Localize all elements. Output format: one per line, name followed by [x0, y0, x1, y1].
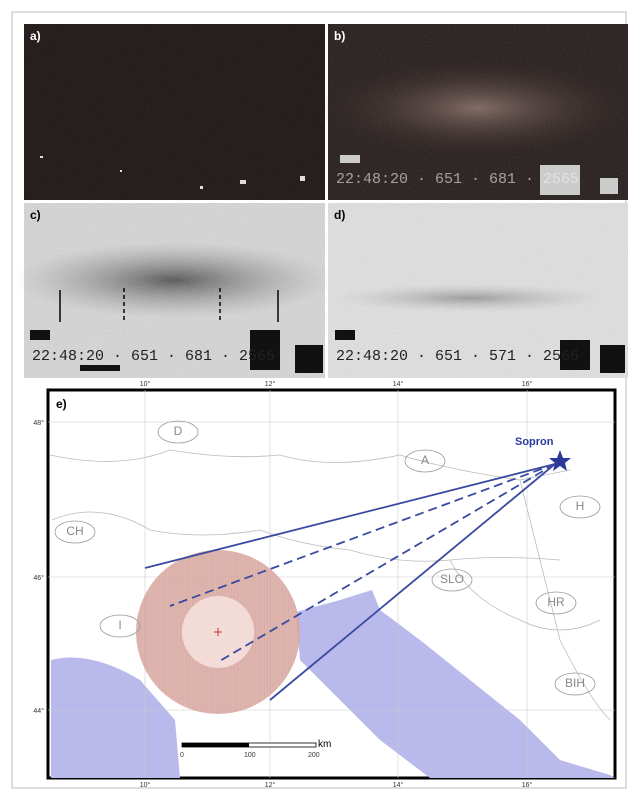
lon-tick-label: 16° — [522, 380, 533, 388]
country-oval — [99, 614, 141, 638]
country-label: BIH — [565, 676, 585, 690]
scale-bar: 0 100 200 km — [180, 739, 331, 759]
lon-tick-label: 10° — [140, 380, 151, 388]
panel-c: c) 22:48:20 · 651 · 681 · 2565 — [14, 203, 334, 378]
country-oval — [554, 672, 596, 696]
panel-label: a) — [30, 29, 41, 43]
map: Sopron e) 0 100 200 km — [46, 388, 617, 780]
panel-d: d) 22:48:20 · 651 · 571 · 2566 — [328, 203, 628, 378]
scale-label: km — [318, 739, 331, 750]
country-oval — [157, 420, 199, 444]
station-label: Sopron — [515, 436, 554, 448]
country-oval — [54, 520, 96, 544]
lon-tick-label: 14° — [393, 380, 404, 388]
country-label: D — [174, 424, 183, 438]
panel-label: c) — [30, 208, 41, 222]
lat-tick-label: 44° — [33, 707, 44, 715]
country-label: SLO — [440, 572, 464, 586]
scale-label: 100 — [244, 752, 256, 759]
country-oval — [431, 568, 473, 592]
timestamp: 22:48:20 · 651 · 681 · 2565 — [336, 171, 579, 188]
timestamp: 22:48:20 · 651 · 571 · 2566 — [336, 348, 579, 365]
scale-label: 0 — [180, 752, 184, 759]
lon-tick-label: 10° — [140, 781, 151, 789]
country-oval — [535, 591, 577, 615]
panel-b: b) 22:48:20 · 651 · 681 · 2565 — [318, 24, 628, 200]
panel-label: d) — [334, 208, 345, 222]
lat-tick-label: 46° — [33, 574, 44, 582]
lon-tick-label: 14° — [393, 781, 404, 789]
panel-label: e) — [56, 397, 67, 411]
lon-tick-label: 12° — [265, 781, 276, 789]
lon-tick-label: 16° — [522, 781, 533, 789]
country-label: A — [421, 453, 429, 467]
country-label: HR — [547, 595, 565, 609]
country-label: H — [576, 499, 585, 513]
country-label: CH — [66, 524, 83, 538]
scale-label: 200 — [308, 752, 320, 759]
panel-a: a) — [24, 24, 325, 200]
country-oval — [559, 495, 601, 519]
panel-label: b) — [334, 29, 345, 43]
lon-tick-label: 12° — [265, 380, 276, 388]
lat-tick-label: 48° — [33, 419, 44, 427]
country-oval — [404, 449, 446, 473]
country-label: I — [118, 618, 121, 632]
timestamp: 22:48:20 · 651 · 681 · 2565 — [32, 348, 275, 365]
